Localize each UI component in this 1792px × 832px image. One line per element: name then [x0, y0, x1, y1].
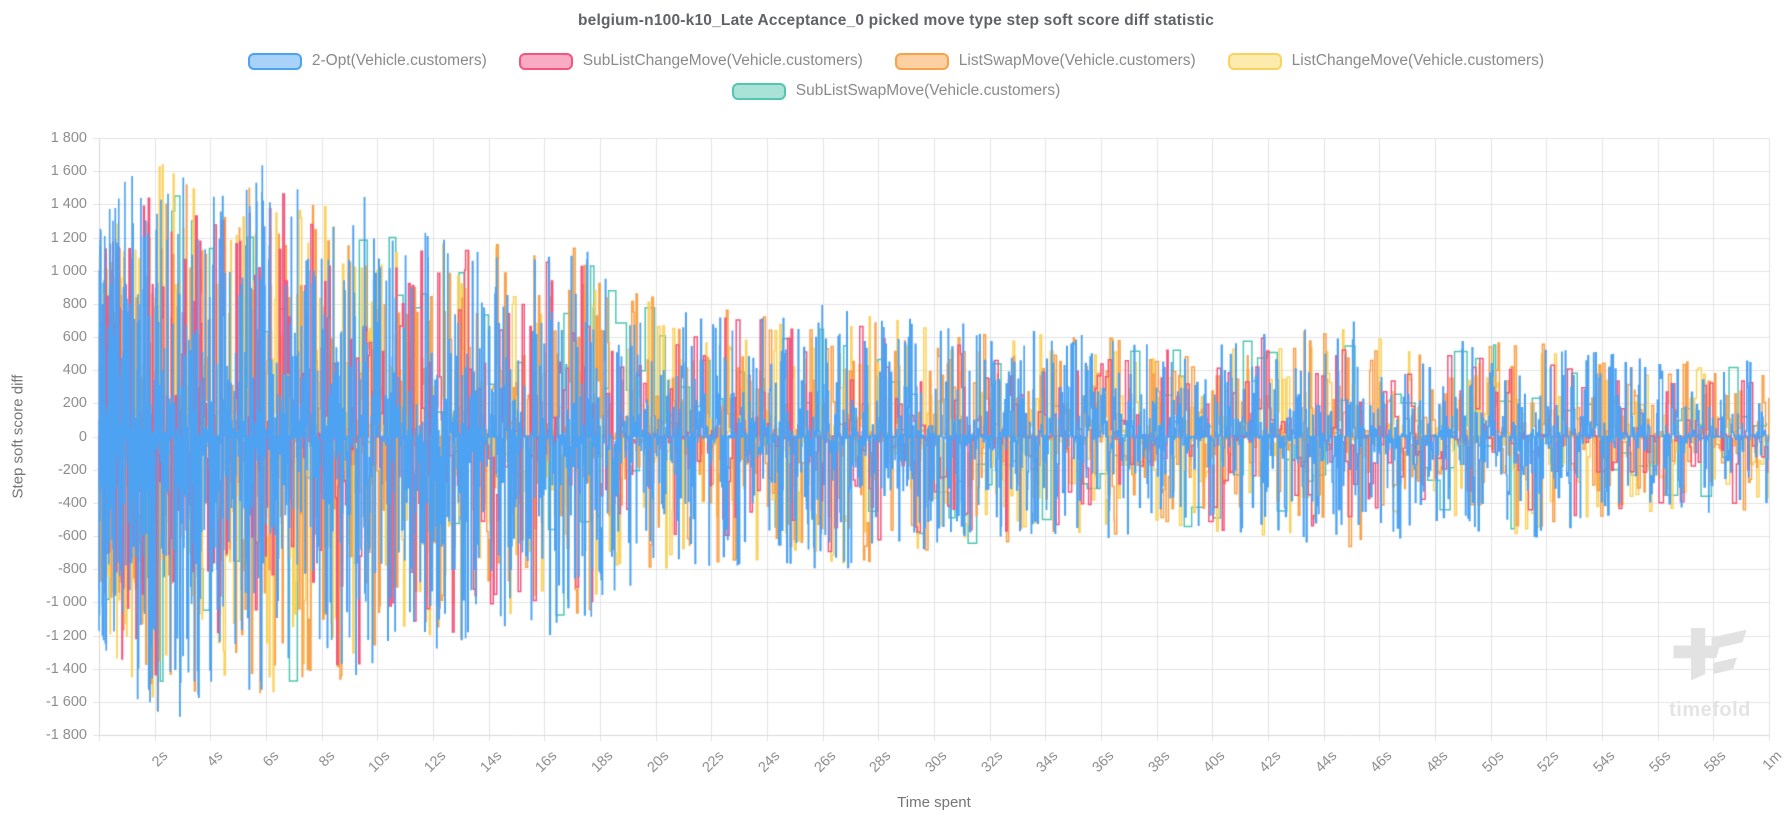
y-tick-label: -400	[57, 494, 87, 511]
y-tick-label: 0	[78, 428, 87, 445]
y-tick-label: -1 600	[45, 693, 87, 710]
y-tick-label: 1 800	[50, 130, 87, 146]
y-tick-label: -200	[57, 461, 87, 478]
y-tick-label: -1 800	[45, 727, 87, 743]
y-tick-label: 400	[62, 362, 87, 379]
y-tick-label: 1 400	[50, 196, 87, 213]
x-axis-title: Time spent	[897, 794, 971, 811]
y-tick-label: 1 000	[50, 262, 87, 279]
y-tick-label: -1 200	[45, 627, 87, 644]
y-tick-label: 1 200	[50, 229, 87, 246]
y-tick-label: -800	[57, 561, 87, 578]
y-tick-label: 200	[62, 395, 87, 412]
y-axis-title: Step soft score diff	[9, 374, 27, 499]
y-tick-label: -1 000	[45, 594, 87, 611]
y-tick-label: -1 400	[45, 660, 87, 677]
y-tick-label: 1 600	[50, 163, 87, 180]
y-tick-label: -600	[57, 528, 87, 544]
y-tick-label: 800	[62, 295, 87, 312]
y-tick-label: 600	[62, 329, 87, 345]
